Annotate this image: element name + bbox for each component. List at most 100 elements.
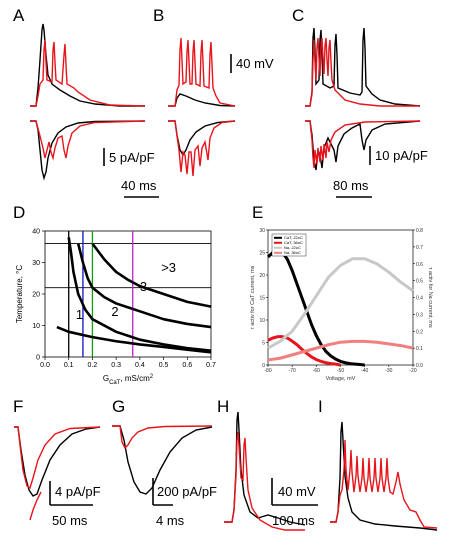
chart-e-xlabel: Voltage, mV bbox=[326, 376, 356, 382]
chart-e-ytick-right-label: 0.7 bbox=[416, 245, 423, 251]
panel-a-voltage-red-trace bbox=[30, 39, 146, 107]
chart-e-legend-box bbox=[271, 233, 307, 257]
chart-d-ytick-label: 10 bbox=[32, 323, 40, 330]
panel-b-voltage-red-trace bbox=[168, 37, 236, 107]
chart-e-ytick-left-label: 15 bbox=[259, 296, 265, 302]
chart-d-series-2-line bbox=[67, 237, 212, 352]
chart-e-ytick-left-label: 10 bbox=[259, 318, 265, 324]
chart-e: -80 -70 -60 -50 -40 -30 -20 0 5 10 15 20 25 30 0.0 0.1 0… bbox=[250, 228, 433, 382]
chart-e-ytick-left-label: 0 bbox=[262, 363, 265, 369]
chart-e-ytick-right-label: 0.0 bbox=[416, 363, 423, 369]
scalebar-h-time-label: 100 ms bbox=[272, 513, 315, 528]
panel-label-b: B bbox=[153, 6, 164, 25]
chart-e-ytick-left-label: 25 bbox=[259, 251, 265, 257]
chart-e-xtick-label: -30 bbox=[385, 368, 392, 374]
panel-b-current-red-trace bbox=[168, 120, 236, 177]
chart-d-region-label: 3 bbox=[140, 279, 147, 294]
scalebar-c-time-label: 80 ms bbox=[333, 178, 369, 193]
panel-c-voltage bbox=[305, 27, 421, 107]
chart-d-xtick-label: 0.1 bbox=[64, 362, 74, 369]
panel-a-current bbox=[30, 120, 146, 181]
chart-e-series-4-line bbox=[267, 339, 414, 362]
chart-d-ytick-label: 0 bbox=[36, 355, 40, 362]
chart-e-ytick-right-label: 0.4 bbox=[416, 296, 423, 302]
chart-e-xtick-label: -70 bbox=[289, 368, 296, 374]
panel-label-f: F bbox=[13, 397, 23, 416]
panel-a-voltage-black-trace bbox=[30, 23, 145, 107]
chart-e-ytick-right-label: 0.2 bbox=[416, 329, 423, 335]
scalebar-h: 40 mV 100 ms bbox=[271, 478, 318, 528]
chart-e-xtick-label: -60 bbox=[313, 368, 320, 374]
chart-d-ylabel: Temperature, °C bbox=[15, 265, 24, 324]
panel-i-voltage-red-trace bbox=[330, 439, 438, 529]
scalebar-f-time-label: 50 ms bbox=[52, 513, 88, 528]
panel-a-current-red-trace bbox=[30, 120, 146, 161]
chart-e-xtick-label: -50 bbox=[337, 368, 344, 374]
chart-d-xtick-label: 0.7 bbox=[206, 362, 216, 369]
chart-d: 0.0 0.1 0.2 0.3 0.4 0.5 0.6 0.7 0 10 20 30 40 1 2 3 >3 Te… bbox=[15, 229, 216, 387]
panel-a-current-black-trace bbox=[30, 120, 146, 181]
scalebar-c-current-time: 10 pA/pF 80 ms bbox=[333, 146, 428, 198]
panel-f-current-red-trace bbox=[14, 426, 101, 490]
scalebar-f: 4 pA/pF 50 ms bbox=[49, 481, 101, 528]
chart-d-xtick-label: 0.2 bbox=[88, 362, 98, 369]
panel-g-current bbox=[112, 425, 213, 495]
scalebar-b-voltage: 40 mV bbox=[230, 54, 274, 73]
chart-e-xtick-label: -20 bbox=[409, 368, 416, 374]
chart-d-region-label: >3 bbox=[161, 260, 176, 275]
chart-d-xtick-label: 0.3 bbox=[111, 362, 121, 369]
panel-label-d: D bbox=[13, 203, 25, 222]
scalebar-a-time-label: 40 ms bbox=[121, 178, 157, 193]
chart-e-xtick-label: -40 bbox=[361, 368, 368, 374]
chart-e-ytick-right-label: 0.8 bbox=[416, 228, 423, 234]
panel-a-voltage bbox=[30, 23, 146, 107]
panel-label-g: G bbox=[112, 397, 125, 416]
panel-label-i: I bbox=[318, 397, 323, 416]
chart-e-legend-label: CaT, 36oC bbox=[284, 240, 303, 245]
chart-e-xtick-label: -80 bbox=[264, 368, 271, 374]
panel-b-current bbox=[168, 120, 236, 177]
panel-label-h: H bbox=[217, 397, 229, 416]
scalebar-g-time-label: 4 ms bbox=[156, 513, 185, 528]
panel-c-current-black-trace bbox=[305, 120, 421, 171]
chart-e-ylabel-left: τ activ for CaT current, ms bbox=[250, 265, 256, 329]
panel-b-voltage bbox=[168, 37, 236, 107]
scalebar-g-current-label: 200 pA/pF bbox=[157, 484, 217, 499]
chart-d-xtick-label: 0.6 bbox=[182, 362, 192, 369]
chart-d-xtick-label: 0.0 bbox=[40, 362, 50, 369]
chart-e-series-3-line bbox=[267, 257, 414, 350]
chart-e-ylabel-right: τ activ for Na current, ms bbox=[427, 267, 433, 328]
panel-h-voltage bbox=[224, 411, 306, 531]
chart-e-ytick-right-label: 0.5 bbox=[416, 279, 423, 285]
scalebar-f-current-label: 4 pA/pF bbox=[55, 484, 101, 499]
panel-g-current-red-trace bbox=[112, 425, 213, 450]
panel-c-voltage-red-trace bbox=[305, 37, 420, 107]
chart-e-ytick-right-label: 0.3 bbox=[416, 312, 423, 318]
chart-e-ytick-right-label: 0.6 bbox=[416, 262, 423, 268]
panel-f-current-red-tail bbox=[29, 491, 42, 521]
chart-d-series-3-line bbox=[76, 243, 212, 329]
chart-d-region-label: 1 bbox=[76, 307, 83, 322]
chart-d-xlabel: GCaT, mS/cm2 bbox=[103, 374, 154, 386]
panel-c-current bbox=[305, 120, 421, 171]
scalebar-g: 200 pA/pF 4 ms bbox=[152, 478, 217, 528]
chart-e-ytick-left-label: 30 bbox=[259, 228, 265, 234]
panel-i-voltage bbox=[330, 421, 438, 531]
panel-label-e: E bbox=[252, 203, 263, 222]
chart-e-legend-label: CaT, 22oC bbox=[284, 235, 303, 240]
chart-d-xtick-label: 0.5 bbox=[159, 362, 169, 369]
scalebar-a-current-label: 5 pA/pF bbox=[109, 150, 155, 165]
chart-e-legend-label: Na, 22oC bbox=[284, 245, 301, 250]
scalebar-c-current-label: 10 pA/pF bbox=[375, 148, 428, 163]
chart-d-ytick-label: 40 bbox=[32, 229, 40, 236]
scalebar-h-voltage-label: 40 mV bbox=[278, 484, 316, 499]
panel-h-voltage-red-trace bbox=[224, 431, 305, 531]
panel-g-current-black-trace bbox=[112, 425, 213, 495]
chart-d-ytick-label: 20 bbox=[32, 292, 40, 299]
panel-c-current-red-trace bbox=[305, 120, 421, 169]
panel-label-a: A bbox=[13, 6, 25, 25]
panel-f-current bbox=[14, 426, 101, 521]
chart-e-ytick-left-label: 5 bbox=[262, 341, 265, 347]
scalebar-a-current-time: 5 pA/pF 40 ms bbox=[103, 148, 159, 198]
